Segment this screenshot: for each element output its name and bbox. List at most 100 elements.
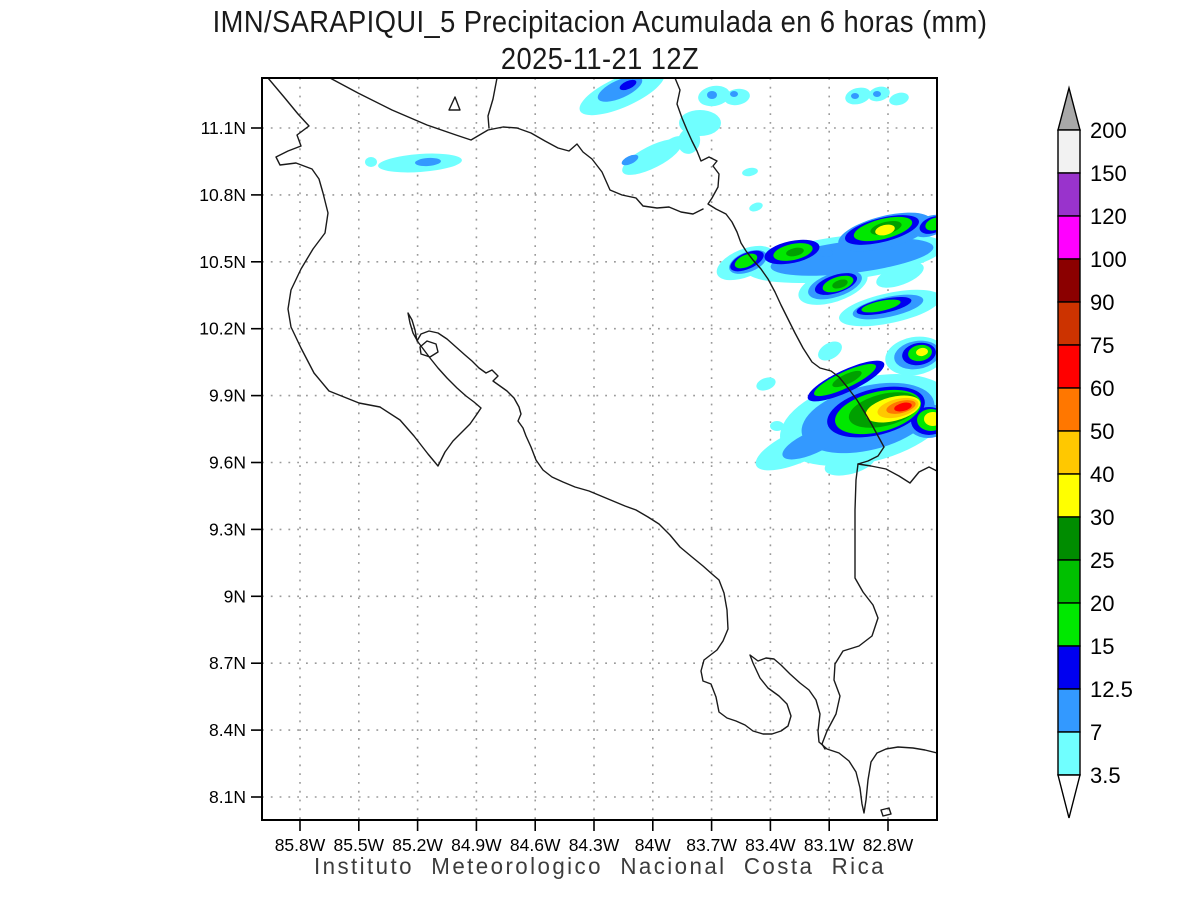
lat-tick-label: 10.8N xyxy=(199,185,246,205)
colorbar-tick-label: 12.5 xyxy=(1090,677,1133,702)
colorbar-tick-label: 3.5 xyxy=(1090,763,1121,788)
precip-blob xyxy=(894,402,912,412)
colorbar-tick-label: 40 xyxy=(1090,462,1114,487)
lat-tick-label: 9N xyxy=(224,586,246,606)
map-frame xyxy=(261,77,938,821)
colorbar-legend: 200 150 120 100 90 75 60 50 40 30 25 20 15 12.5 7 3.5 xyxy=(1057,85,1133,819)
colorbar-segment xyxy=(1057,387,1081,432)
colorbar-tick-label: 200 xyxy=(1090,118,1127,143)
colorbar-segment xyxy=(1057,344,1081,389)
colorbar-segment xyxy=(1057,258,1081,303)
coastline-path xyxy=(448,96,461,111)
precip-blob xyxy=(707,91,717,99)
lon-tick-label: 85.8W xyxy=(275,835,326,855)
precip-blob xyxy=(786,247,804,257)
precip-blob xyxy=(819,249,833,257)
lon-tick-label: 85.2W xyxy=(392,835,443,855)
colorbar-arrow-up xyxy=(1057,85,1081,131)
lon-tick-label: 83.7W xyxy=(686,835,737,855)
lon-tick-label: 84W xyxy=(635,835,671,855)
precip-blob xyxy=(818,341,842,361)
colorbar-segment xyxy=(1057,129,1081,174)
precip-blob xyxy=(832,370,862,388)
precip-blob xyxy=(789,425,801,433)
precip-blob xyxy=(365,157,377,167)
precip-blob xyxy=(851,93,859,99)
coastline-path xyxy=(674,78,937,484)
coastline-path xyxy=(329,78,704,215)
colorbar-tick-label: 90 xyxy=(1090,290,1114,315)
precip-blob xyxy=(916,347,928,357)
lon-tick-label: 83.1W xyxy=(804,835,855,855)
colorbar-segment xyxy=(1057,430,1081,475)
precip-blob xyxy=(742,167,758,177)
colorbar-tick-label: 75 xyxy=(1090,333,1114,358)
precip-blob xyxy=(621,154,639,166)
lat-tick-label: 9.3N xyxy=(209,519,246,539)
lat-tick-label: 8.1N xyxy=(209,787,246,807)
colorbar-tick-label: 50 xyxy=(1090,419,1114,444)
lon-tick-label: 84.9W xyxy=(451,835,502,855)
lat-tick-label: 9.9N xyxy=(209,386,246,406)
axis-ticks xyxy=(251,127,889,831)
lat-tick-label: 10.5N xyxy=(199,252,246,272)
coastline-path xyxy=(267,78,937,814)
colorbar-segment xyxy=(1057,172,1081,217)
lat-tick-label: 8.4N xyxy=(209,720,246,740)
colorbar-segment xyxy=(1057,215,1081,260)
lon-tick-label: 82.8W xyxy=(863,835,914,855)
colorbar-segment xyxy=(1057,473,1081,518)
precip-blob xyxy=(824,450,876,476)
coastline-path xyxy=(419,340,439,358)
colorbar-segment xyxy=(1057,516,1081,561)
plot-title: IMN/SARAPIQUI_5 Precipitacion Acumulada … xyxy=(212,4,988,39)
colorbar-tick-label: 30 xyxy=(1090,505,1114,530)
coastline-path xyxy=(487,78,498,129)
colorbar-arrow-down xyxy=(1057,774,1081,819)
lon-tick-label: 84.3W xyxy=(569,835,620,855)
colorbar-tick-label: 150 xyxy=(1090,161,1127,186)
colorbar-tick-label: 15 xyxy=(1090,634,1114,659)
coastline-path xyxy=(821,463,879,750)
precip-blob xyxy=(925,217,937,231)
precip-blob xyxy=(876,262,924,288)
lat-tick-label: 9.6N xyxy=(209,453,246,473)
precip-blob xyxy=(622,139,682,175)
coastlines xyxy=(267,78,937,817)
colorbar-tick-label: 25 xyxy=(1090,548,1114,573)
colorbar-segment xyxy=(1057,688,1081,733)
precip-blob xyxy=(730,91,738,97)
colorbar-segment xyxy=(1057,602,1081,647)
colorbar-tick-label: 100 xyxy=(1090,247,1127,272)
precip-blob xyxy=(756,377,776,391)
lat-tick-label: 8.7N xyxy=(209,653,246,673)
plot-subtitle-date: 2025-11-21 12Z xyxy=(500,41,700,76)
precip-blob xyxy=(749,202,763,212)
lon-tick-label: 83.4W xyxy=(745,835,796,855)
colorbar-segment xyxy=(1057,645,1081,690)
attribution-footer: Instituto Meteorologico Nacional Costa R… xyxy=(314,853,886,879)
colorbar-tick-label: 20 xyxy=(1090,591,1114,616)
precip-blob xyxy=(770,238,934,276)
lon-tick-label: 84.6W xyxy=(510,835,561,855)
precip-blob xyxy=(873,91,881,97)
precip-blob xyxy=(782,426,842,460)
lat-tick-label: 11.1N xyxy=(201,118,246,138)
plot-titles: IMN/SARAPIQUI_5 Precipitacion Acumulada … xyxy=(0,0,1200,77)
colorbar-tick-label: 120 xyxy=(1090,204,1127,229)
precip-blob xyxy=(770,421,784,431)
precip-blob xyxy=(924,412,937,426)
coastline-path xyxy=(880,807,892,817)
precip-blob xyxy=(875,224,895,236)
precip-blob xyxy=(861,299,901,313)
axis-labels: 11.1N 10.8N 10.5N 10.2N 9.9N 9.6N 9.3N 9N 8.7N 8.… xyxy=(199,118,913,855)
colorbar-segment xyxy=(1057,731,1081,776)
colorbar-segment xyxy=(1057,301,1081,346)
colorbar-tick-label: 7 xyxy=(1090,720,1102,745)
precip-blob xyxy=(619,79,637,91)
precip-blob xyxy=(832,279,848,289)
precipitation-shading xyxy=(365,78,937,476)
colorbar-tick-label: 60 xyxy=(1090,376,1114,401)
